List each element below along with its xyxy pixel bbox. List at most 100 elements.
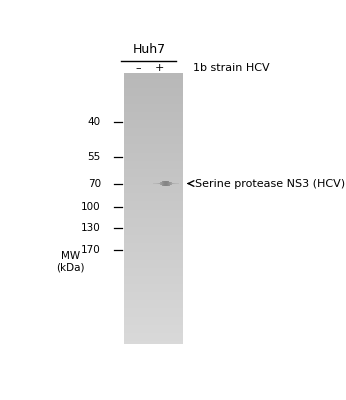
Bar: [124, 228, 183, 230]
Bar: [124, 306, 183, 307]
Bar: [124, 144, 183, 146]
Bar: [124, 177, 183, 178]
Bar: [124, 248, 183, 249]
Bar: [124, 195, 183, 196]
Bar: [124, 81, 183, 82]
Bar: [124, 117, 183, 119]
Bar: [124, 172, 183, 173]
Bar: [124, 164, 183, 165]
Bar: [124, 252, 183, 253]
Bar: [124, 132, 183, 134]
Bar: [124, 253, 183, 254]
Bar: [124, 219, 183, 220]
Bar: [124, 113, 183, 115]
Bar: [124, 211, 183, 212]
Bar: [124, 311, 183, 312]
Bar: [124, 272, 183, 273]
Text: MW
(kDa): MW (kDa): [56, 251, 84, 273]
Bar: [124, 279, 183, 280]
Bar: [124, 185, 183, 186]
Bar: [124, 266, 183, 268]
Bar: [124, 303, 183, 304]
Bar: [124, 241, 183, 242]
Bar: [124, 242, 183, 243]
Bar: [124, 170, 183, 172]
Bar: [124, 281, 183, 283]
Bar: [124, 330, 183, 332]
Bar: [124, 131, 183, 132]
Bar: [124, 308, 183, 310]
Bar: [124, 188, 183, 189]
Bar: [124, 256, 183, 257]
Bar: [124, 273, 183, 274]
Bar: [124, 316, 183, 318]
Text: 130: 130: [81, 223, 101, 233]
Bar: [124, 189, 183, 190]
Bar: [124, 100, 183, 101]
Bar: [124, 286, 183, 287]
Bar: [124, 238, 183, 239]
Bar: [124, 115, 183, 116]
Bar: [124, 201, 183, 203]
Text: –: –: [136, 63, 141, 73]
Bar: [124, 86, 183, 88]
Bar: [124, 249, 183, 250]
Text: 100: 100: [81, 202, 101, 212]
Bar: [124, 302, 183, 303]
Bar: [124, 80, 183, 81]
Text: 70: 70: [88, 178, 101, 188]
Text: 170: 170: [81, 245, 101, 255]
Bar: [124, 235, 183, 237]
Text: 1b strain HCV: 1b strain HCV: [193, 63, 270, 73]
Bar: [124, 258, 183, 260]
Bar: [124, 332, 183, 333]
Bar: [124, 288, 183, 290]
Bar: [124, 262, 183, 264]
Bar: [124, 75, 183, 77]
Bar: [124, 196, 183, 197]
Bar: [124, 218, 183, 219]
Bar: [124, 207, 183, 208]
Bar: [124, 299, 183, 300]
Bar: [124, 116, 183, 117]
Bar: [124, 154, 183, 155]
Bar: [124, 148, 183, 150]
Bar: [124, 208, 183, 210]
Bar: [124, 78, 183, 80]
Bar: [124, 108, 183, 109]
Bar: [124, 176, 183, 177]
Bar: [124, 254, 183, 256]
Bar: [124, 110, 183, 112]
Bar: [124, 318, 183, 319]
Bar: [124, 231, 183, 232]
Bar: [124, 206, 183, 207]
Bar: [124, 159, 183, 161]
Bar: [124, 226, 183, 227]
Bar: [124, 155, 183, 157]
Text: Serine protease NS3 (HCV): Serine protease NS3 (HCV): [195, 178, 345, 188]
Bar: [124, 307, 183, 308]
Bar: [124, 178, 183, 180]
Bar: [124, 84, 183, 85]
Bar: [124, 120, 183, 122]
Bar: [124, 174, 183, 176]
Bar: [124, 112, 183, 113]
Bar: [124, 287, 183, 288]
Bar: [124, 214, 183, 215]
Bar: [124, 284, 183, 286]
Bar: [124, 161, 183, 162]
Bar: [124, 215, 183, 216]
Bar: [124, 319, 183, 321]
Bar: [124, 199, 183, 200]
Bar: [124, 230, 183, 231]
Bar: [124, 94, 183, 96]
Bar: [124, 232, 183, 234]
Bar: [124, 74, 183, 75]
Bar: [124, 322, 183, 323]
Bar: [124, 138, 183, 139]
Bar: [124, 340, 183, 341]
Bar: [124, 268, 183, 269]
Bar: [124, 321, 183, 322]
Bar: [124, 82, 183, 84]
Bar: [124, 315, 183, 316]
